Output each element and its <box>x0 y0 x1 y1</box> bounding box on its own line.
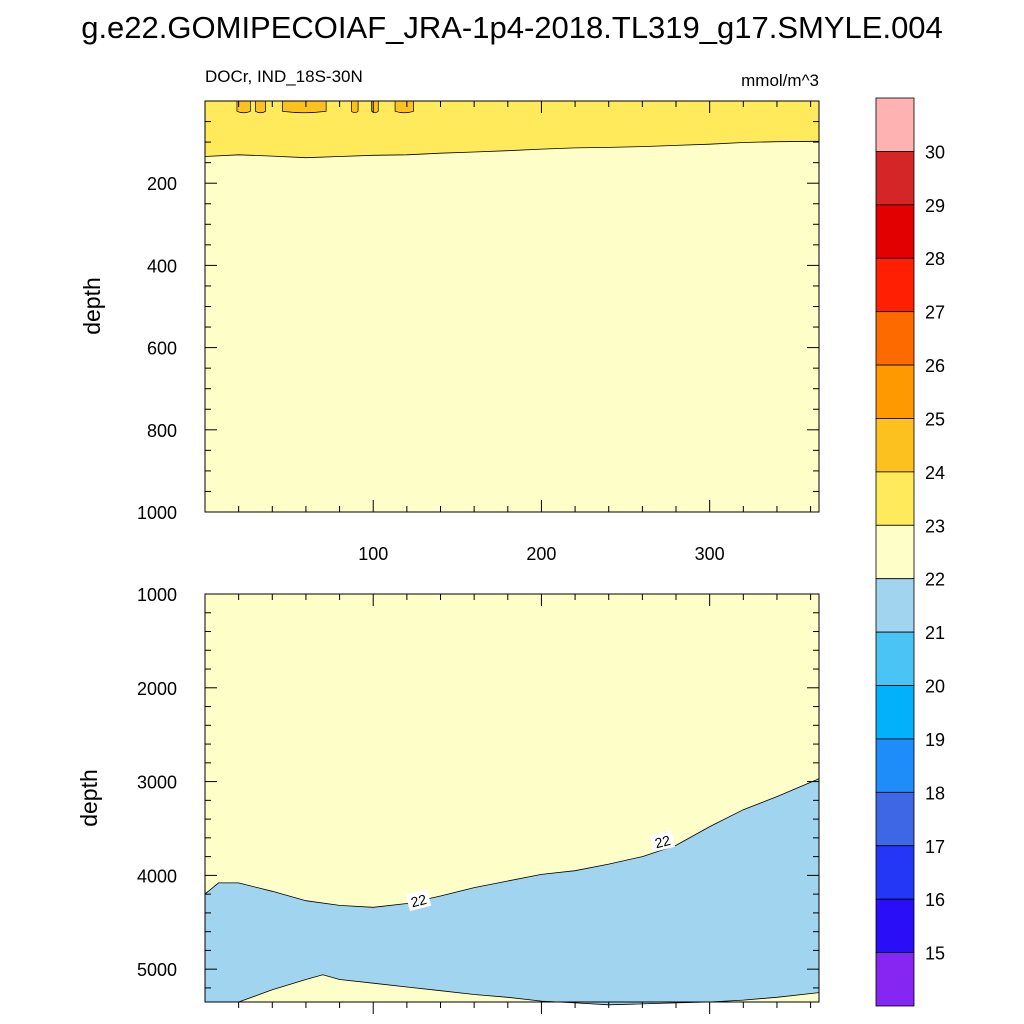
surface-patch-24-25 <box>255 100 266 114</box>
contour-label-bg <box>649 830 676 853</box>
colorbar-swatch <box>875 524 915 580</box>
colorbar-label: 24 <box>925 463 945 483</box>
ylabel-top: depth <box>79 277 105 335</box>
ytick-label: 200 <box>147 174 177 194</box>
contour-label-text: 22 <box>653 832 672 851</box>
colorbar-swatch <box>875 685 915 740</box>
bottom-frame <box>204 593 820 1003</box>
ytick-label: 1000 <box>137 503 177 523</box>
ytick-label: 3000 <box>137 773 177 793</box>
subtitle-right: mmol/m^3 <box>741 71 819 90</box>
xtick-label: 300 <box>695 544 725 564</box>
surface-patch-24-25 <box>236 100 251 114</box>
colorbar-swatch <box>875 311 915 366</box>
colorbar-label: 23 <box>925 516 945 536</box>
colorbar-swatch <box>875 204 915 259</box>
colorbar-label: 26 <box>925 356 945 376</box>
ytick-label: 400 <box>147 256 177 276</box>
xtick-label: 100 <box>358 544 388 564</box>
contour-label-bg <box>405 889 432 912</box>
ytick-label: 600 <box>147 339 177 359</box>
colorbar-label: 17 <box>925 837 945 857</box>
colorbar-label: 22 <box>925 570 945 590</box>
surface-patch-24-25 <box>371 100 379 114</box>
xtick-label: 200 <box>526 544 556 564</box>
band-22-23 <box>205 101 819 512</box>
colorbar-label: 16 <box>925 890 945 910</box>
colorbar-swatch <box>875 845 915 900</box>
colorbar-swatch <box>875 257 915 313</box>
colorbar-swatch <box>875 151 915 206</box>
colorbar-label: 27 <box>925 303 945 323</box>
surface-patch-24-25 <box>282 100 327 114</box>
colorbar-label: 20 <box>925 677 945 697</box>
band-below-22 <box>205 778 819 1005</box>
contour-label: 22 <box>649 830 676 853</box>
colorbar-label: 25 <box>925 410 945 430</box>
ytick-label: 5000 <box>137 960 177 980</box>
colorbar-swatch <box>875 791 915 847</box>
colorbar-swatch <box>875 898 915 953</box>
colorbar-swatch <box>875 738 915 793</box>
ytick-label: 800 <box>147 421 177 441</box>
ytick-label: 1000 <box>137 585 177 605</box>
colorbar-swatch <box>875 578 915 633</box>
bottom-panel: 22 22 1000 2000 3000 4000 5000 <box>137 585 820 1014</box>
colorbar-label: 21 <box>925 623 945 643</box>
colorbar-label: 28 <box>925 249 945 269</box>
contour-22-upper <box>204 778 820 908</box>
colorbar-swatch <box>875 631 915 686</box>
colorbar-swatch <box>875 471 915 526</box>
colorbar-swatch <box>875 97 915 152</box>
colorbar-label: 19 <box>925 730 945 750</box>
colorbar-label: 18 <box>925 783 945 803</box>
colorbar: 15 16 17 18 19 20 21 22 23 24 25 26 27 28 29 30 <box>875 97 945 1007</box>
ytick-label: 2000 <box>137 679 177 699</box>
contour-label-text: 22 <box>409 891 428 910</box>
ytick-label: 4000 <box>137 866 177 886</box>
colorbar-swatch <box>875 418 915 473</box>
subtitle-left: DOCr, IND_18S-30N <box>205 67 363 86</box>
colorbar-label: 15 <box>925 944 945 964</box>
band-23-24 <box>205 101 819 158</box>
contour-label: 22 <box>405 889 432 912</box>
main-title: g.e22.GOMIPECOIAF_JRA-1p4-2018.TL319_g17… <box>81 10 943 45</box>
surface-patch-24-25 <box>351 100 359 114</box>
surface-patch-24-25 <box>394 100 414 114</box>
top-panel: 200 400 600 800 1000 100 200 300 <box>137 100 820 564</box>
contour-23 <box>204 140 820 159</box>
colorbar-label: 29 <box>925 196 945 216</box>
colorbar-label: 30 <box>925 142 945 162</box>
colorbar-swatch <box>875 364 915 419</box>
colorbar-swatch <box>875 952 915 1007</box>
ylabel-bottom: depth <box>76 769 102 827</box>
